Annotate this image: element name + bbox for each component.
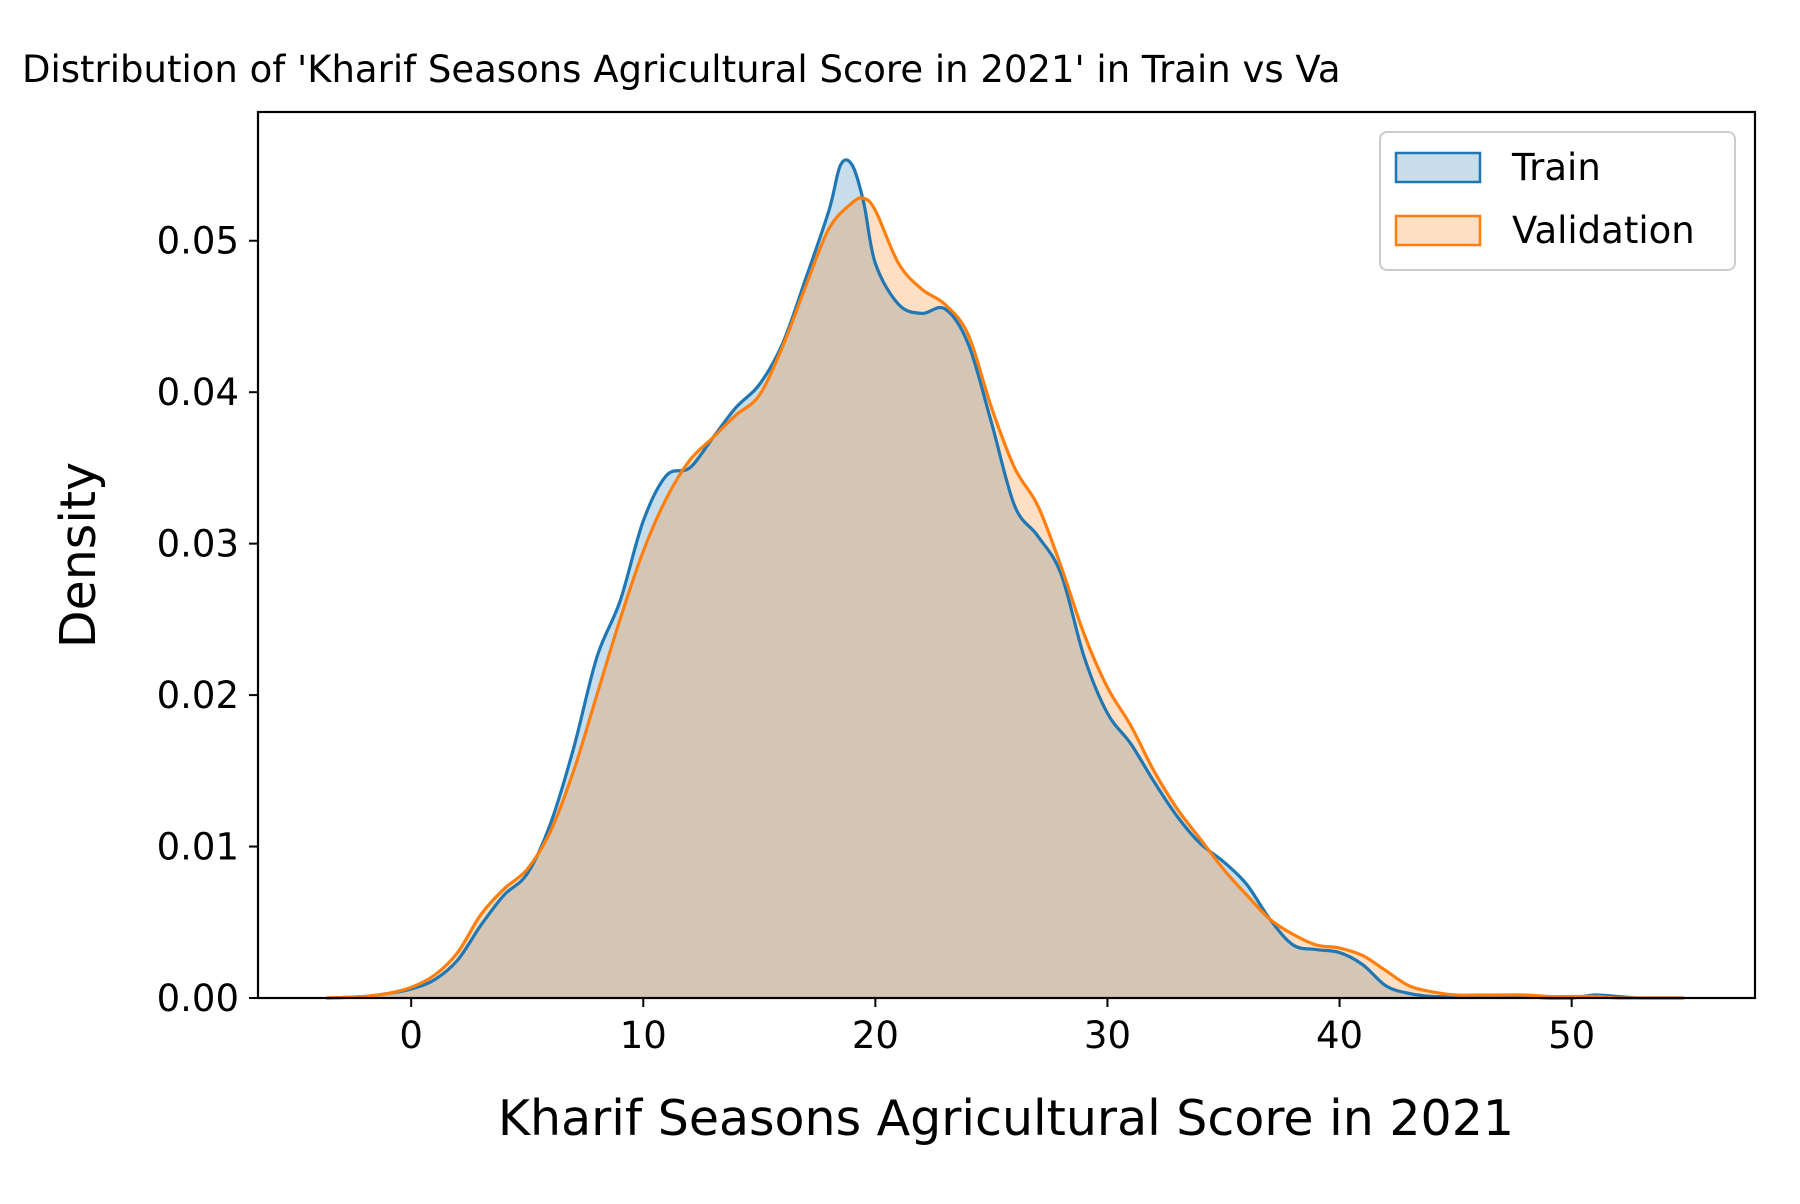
x-tick-label: 20 xyxy=(852,1014,899,1057)
y-tick-label: 0.00 xyxy=(157,977,239,1020)
x-axis-ticks: 0 10 20 30 40 50 xyxy=(399,998,1595,1057)
x-tick-label: 40 xyxy=(1316,1014,1363,1057)
density-area-train xyxy=(327,159,1684,998)
chart-title: Distribution of 'Kharif Seasons Agricult… xyxy=(22,48,1341,91)
legend-label-validation: Validation xyxy=(1512,209,1695,252)
density-fills xyxy=(327,159,1684,998)
y-axis-ticks: 0.00 0.01 0.02 0.03 0.04 0.05 xyxy=(157,220,258,1020)
legend-frame xyxy=(1379,131,1736,271)
x-axis-label: Kharif Seasons Agricultural Score in 202… xyxy=(498,1090,1514,1147)
legend-swatch-train xyxy=(1394,151,1482,184)
legend: Train Validation xyxy=(1379,131,1736,271)
x-tick-label: 30 xyxy=(1084,1014,1131,1057)
x-tick-label: 50 xyxy=(1548,1014,1595,1057)
y-tick-label: 0.02 xyxy=(157,674,239,717)
density-area-validation xyxy=(327,197,1684,998)
y-tick-label: 0.03 xyxy=(157,523,239,566)
x-tick-label: 10 xyxy=(620,1014,667,1057)
y-tick-label: 0.01 xyxy=(157,826,239,869)
density-lines xyxy=(326,158,1685,1000)
density-line-validation xyxy=(326,196,1685,1000)
plot-frame xyxy=(256,110,1757,1000)
y-tick-label: 0.05 xyxy=(157,220,239,263)
legend-label-train: Train xyxy=(1511,146,1601,189)
x-tick-label: 0 xyxy=(399,1014,423,1057)
y-axis-label: Density xyxy=(50,462,107,648)
legend-swatch-validation xyxy=(1394,214,1482,247)
density-line-train xyxy=(326,158,1685,1000)
y-tick-label: 0.04 xyxy=(157,371,239,414)
